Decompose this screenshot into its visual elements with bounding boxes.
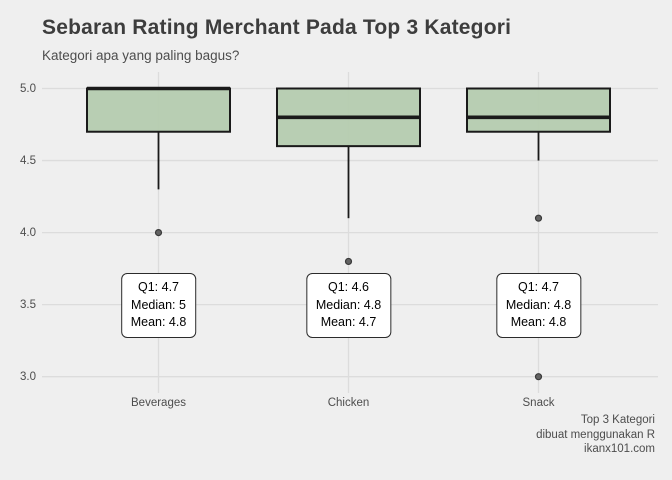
caption-line: Top 3 Kategori [580,414,655,426]
stats-q1: Q1: 4.6 [327,280,369,294]
stats-median: Median: 4.8 [505,297,572,312]
box-beverages [86,87,231,133]
stats-mean: Mean: 4.8 [510,315,567,329]
caption-line: ikanx101.com [584,443,655,455]
outlier-point-snack [534,373,543,381]
y-tick-label-4.5: 4.5 [20,154,36,167]
caption-line: dibuat menggunakan R [536,428,655,441]
stats-label-beverages: Q1: 4.7 Median: 5 Mean: 4.8 [120,273,197,338]
stats-median: Median: 5 [131,297,186,312]
y-tick-label-5.0: 5.0 [20,82,36,95]
chart-title: Sebaran Rating Merchant Pada Top 3 Kateg… [42,16,512,39]
box-snack [466,87,611,133]
stats-label-snack: Q1: 4.7 Median: 4.8 Mean: 4.8 [495,273,582,338]
stats-label-chicken: Q1: 4.6 Median: 4.8 Mean: 4.7 [305,273,392,338]
x-tick-label-chicken: Chicken [327,397,370,409]
stats-q1: Q1: 4.7 [138,280,179,294]
chart-caption: Top 3 Kategori dibuat menggunakan R ikan… [536,413,655,457]
stats-mean: Mean: 4.7 [320,315,377,329]
outlier-point-beverages [154,229,163,237]
outlier-point-snack [534,214,543,222]
x-tick-label-snack: Snack [522,397,555,409]
stats-median: Median: 4.8 [315,297,382,312]
x-tick-label-beverages: Beverages [131,397,186,409]
y-tick-label-4.0: 4.0 [20,226,36,239]
y-tick-label-3.0: 3.0 [20,370,36,383]
outlier-point-chicken [344,257,353,266]
stats-mean: Mean: 4.8 [130,315,187,329]
chart-subtitle: Kategori apa yang paling bagus? [42,48,240,63]
y-tick-label-3.5: 3.5 [20,298,36,311]
stats-q1: Q1: 4.7 [517,280,559,294]
